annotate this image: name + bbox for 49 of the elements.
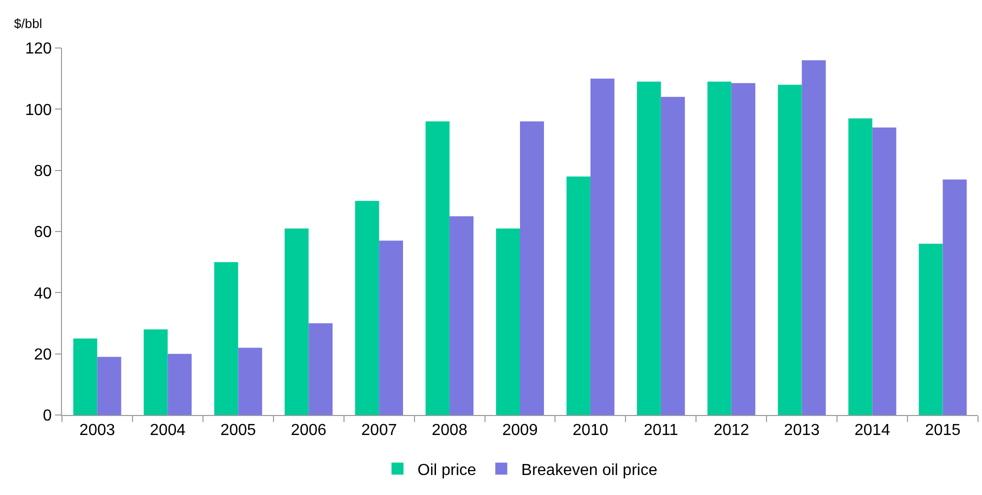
y-tick-label: 0 (42, 408, 52, 425)
bar (355, 200, 380, 415)
bar (918, 244, 943, 415)
x-tick-label: 2007 (361, 422, 397, 440)
y-tick-label: 20 (34, 346, 52, 364)
bar (97, 356, 122, 415)
x-tick-label: 2012 (714, 422, 750, 440)
x-tick-label: 2009 (502, 422, 538, 440)
bar (636, 82, 661, 415)
bar (802, 60, 826, 415)
x-tick-label: 2004 (150, 422, 186, 440)
bar (778, 84, 802, 415)
x-tick-label: 2015 (924, 422, 961, 440)
x-tick-label: 2006 (290, 422, 327, 440)
x-tick-label: 2010 (572, 422, 608, 440)
x-tick-label: 2011 (644, 422, 678, 440)
y-tick-label: 40 (34, 285, 52, 302)
bar (450, 216, 474, 415)
bar (660, 96, 685, 415)
y-tick-label: 60 (34, 224, 52, 242)
x-tick-label: 2008 (432, 422, 468, 440)
bar (942, 180, 967, 415)
bar (848, 118, 872, 415)
bar (144, 329, 168, 415)
y-axis-title: $/bbl (14, 16, 42, 31)
bar (731, 83, 756, 415)
x-tick-label: 2003 (79, 422, 116, 440)
y-tick-label: 120 (25, 40, 52, 58)
legend-label: Oil price (418, 462, 476, 479)
bar (214, 262, 238, 415)
bar (168, 354, 192, 415)
y-tick-label: 80 (34, 162, 52, 180)
x-tick-label: 2005 (220, 422, 256, 440)
x-tick-label: 2014 (854, 422, 890, 440)
bar (590, 78, 614, 415)
bar (308, 323, 333, 415)
x-tick-label: 2013 (784, 422, 820, 440)
y-tick-label: 100 (25, 102, 52, 119)
bar (872, 128, 896, 415)
bar (566, 176, 590, 415)
bar (379, 240, 404, 415)
bar (284, 228, 309, 415)
bar (496, 228, 520, 415)
legend-label: Breakeven oil price (521, 462, 658, 479)
bar (707, 82, 732, 415)
bar (426, 121, 450, 415)
bar (238, 348, 262, 415)
bar (73, 338, 98, 415)
bar (520, 121, 544, 415)
